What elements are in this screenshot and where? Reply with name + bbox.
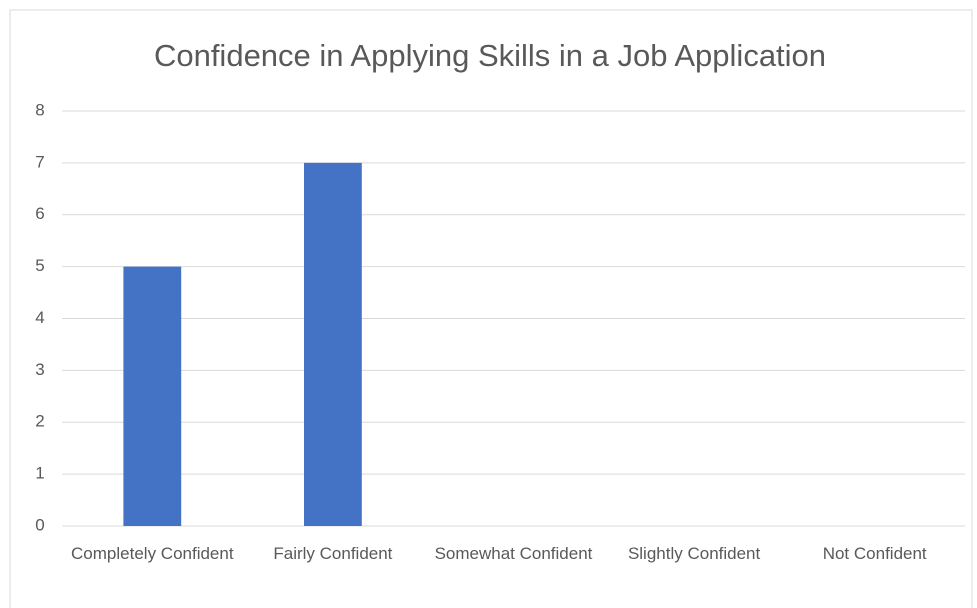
bar (304, 162, 362, 526)
x-tick-label: Completely Confident (71, 544, 234, 563)
y-tick-label: 5 (35, 256, 44, 275)
y-tick-label: 8 (35, 100, 44, 119)
y-tick-label: 3 (35, 360, 44, 379)
x-tick-label: Fairly Confident (273, 544, 393, 563)
y-tick-label: 4 (35, 308, 44, 327)
x-tick-label: Slightly Confident (627, 544, 761, 563)
y-tick-label: 6 (35, 204, 44, 223)
y-tick-label: 7 (35, 152, 44, 171)
chart-title: Confidence in Applying Skills in a Job A… (154, 38, 826, 73)
y-tick-label: 2 (35, 412, 44, 431)
x-tick-label: Somewhat Confident (434, 544, 593, 563)
y-tick-label: 0 (35, 515, 44, 534)
y-tick-label: 1 (35, 464, 44, 483)
x-tick-label: Not Confident (822, 544, 927, 563)
bar (123, 266, 182, 526)
